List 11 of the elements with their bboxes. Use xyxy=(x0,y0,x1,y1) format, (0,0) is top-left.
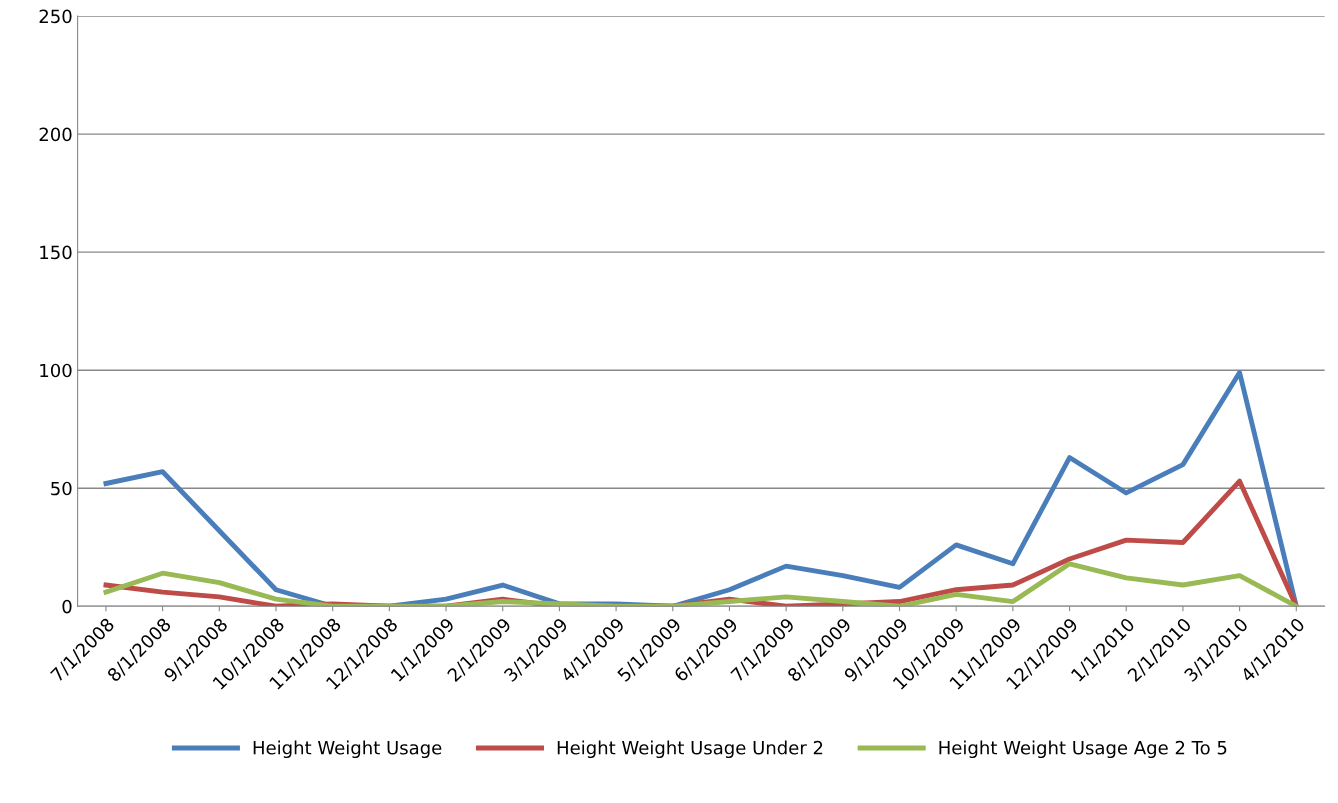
legend-label: Height Weight Usage xyxy=(253,740,442,759)
y-tick-label: 50 xyxy=(51,481,72,496)
y-tick-label: 200 xyxy=(39,127,72,142)
legend-label: Height Weight Usage Under 2 xyxy=(557,740,823,759)
legend-label: Height Weight Usage Age 2 To 5 xyxy=(939,740,1227,759)
line-series xyxy=(103,370,1299,607)
y-tick-label: 150 xyxy=(40,245,72,260)
y-tick-label: 250 xyxy=(39,9,72,24)
line-series xyxy=(103,561,1299,607)
y-tick-label: 0 xyxy=(62,599,72,614)
y-tick-label: 100 xyxy=(40,363,72,378)
